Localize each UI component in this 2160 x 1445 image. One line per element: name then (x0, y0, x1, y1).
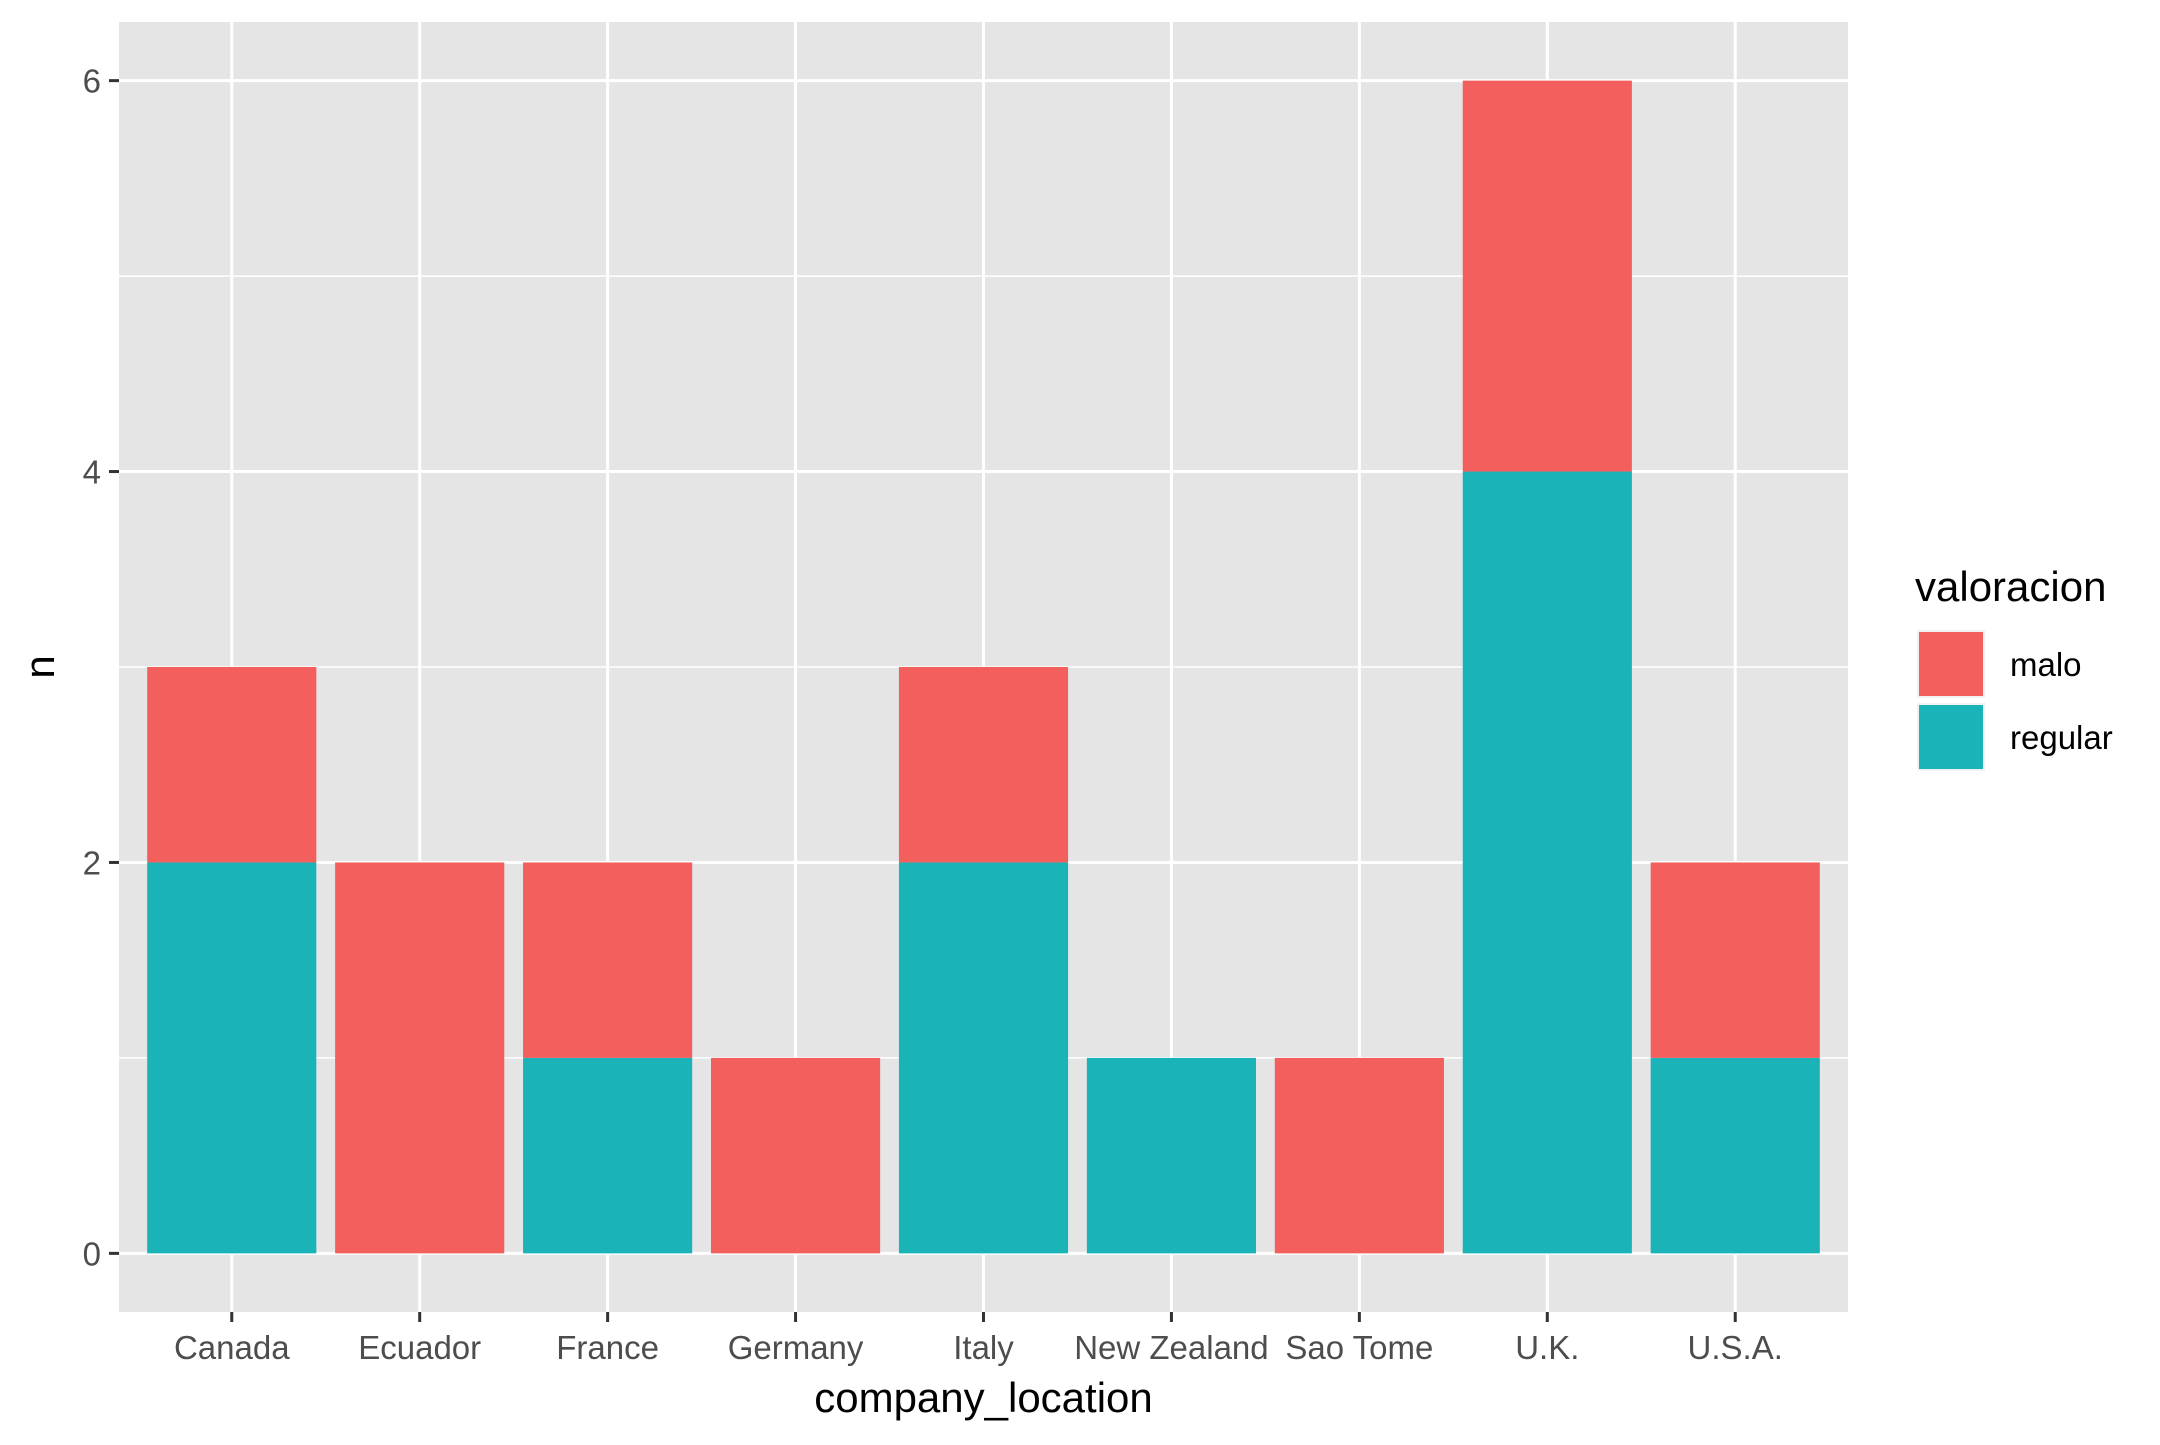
bar-italy-regular (898, 862, 1069, 1254)
legend-label-malo: malo (2010, 646, 2082, 683)
bar-sao-tome-malo (1274, 1057, 1444, 1254)
x-tick-label: France (556, 1329, 659, 1366)
x-tick-label: U.S.A. (1688, 1329, 1783, 1366)
legend-label-regular: regular (2010, 719, 2113, 756)
x-tick-label: New Zealand (1074, 1329, 1268, 1366)
bar-ecuador-malo (335, 862, 505, 1254)
y-tick-label: 2 (83, 844, 101, 881)
bar-france-regular (523, 1057, 693, 1254)
y-tick-label: 4 (83, 454, 101, 491)
x-tick-label: Germany (728, 1329, 864, 1366)
x-tick-label: Sao Tome (1285, 1329, 1433, 1366)
bar-new-zealand-regular (1086, 1057, 1257, 1254)
axes: 0 2 4 6 Canada Ecuador France Germany Italy New Z… (83, 63, 1783, 1366)
y-axis-title: n (16, 655, 63, 678)
x-tick-label: U.K. (1515, 1329, 1579, 1366)
bar-canada-regular (147, 862, 317, 1254)
bar-u-k-malo (1462, 80, 1632, 472)
bar-canada-malo (147, 667, 317, 863)
legend: valoracion malo regular (1915, 563, 2113, 771)
bar-u-s-a-regular (1650, 1057, 1820, 1254)
bar-germany-malo (710, 1057, 881, 1254)
x-tick-label: Canada (174, 1329, 290, 1366)
bar-u-s-a-malo (1650, 862, 1820, 1058)
x-axis-title: company_location (814, 1374, 1153, 1421)
y-tick-label: 6 (83, 63, 101, 100)
legend-key-malo (1919, 632, 1983, 696)
bar-u-k-regular (1462, 471, 1632, 1254)
y-tick-label: 0 (83, 1235, 101, 1272)
bar-italy-malo (898, 667, 1069, 863)
legend-title: valoracion (1915, 563, 2106, 610)
bar-france-malo (523, 862, 693, 1058)
bars (147, 80, 1820, 1254)
x-tick-label: Ecuador (358, 1329, 481, 1366)
legend-key-regular (1919, 705, 1983, 769)
x-tick-label: Italy (953, 1329, 1014, 1366)
